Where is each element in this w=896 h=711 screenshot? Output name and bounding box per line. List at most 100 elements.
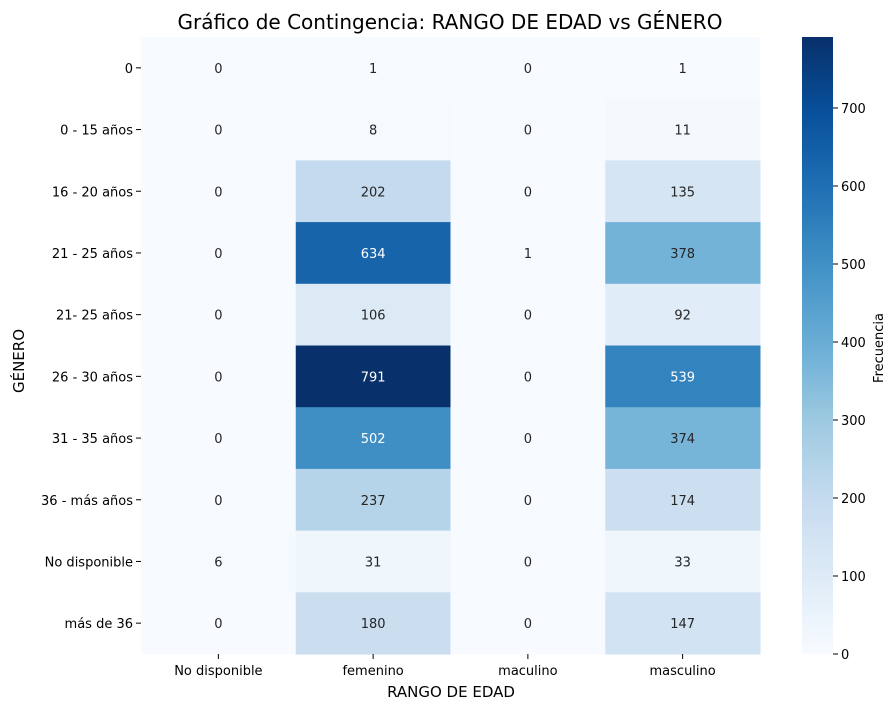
heatmap-cell bbox=[605, 160, 761, 223]
cell-value-label: 0 bbox=[524, 124, 532, 139]
x-tick-label: maculino bbox=[498, 664, 557, 679]
heatmap-cell bbox=[450, 407, 606, 470]
heatmap-cell bbox=[141, 530, 297, 593]
heatmap-cell bbox=[141, 468, 297, 532]
cell-value-label: 6 bbox=[214, 555, 222, 570]
y-tick-label: 0 bbox=[125, 62, 133, 77]
heatmap-cell bbox=[295, 468, 451, 532]
heatmap-cell bbox=[141, 407, 297, 470]
cell-value-label: 33 bbox=[674, 555, 691, 570]
cell-value-label: 1 bbox=[369, 62, 377, 77]
heatmap-cell bbox=[295, 37, 451, 100]
colorbar-tick-label: 400 bbox=[841, 336, 866, 351]
heatmap-cell bbox=[141, 345, 297, 408]
heatmap-cell bbox=[450, 37, 606, 100]
y-tick-label: No disponible bbox=[45, 555, 133, 570]
cell-value-label: 502 bbox=[361, 432, 386, 447]
heatmap-cell bbox=[450, 468, 606, 532]
colorbar-ticks: 0 100 200 300 400 500 600 700 bbox=[833, 102, 866, 663]
heatmap-cell bbox=[141, 592, 297, 655]
colorbar bbox=[802, 37, 833, 654]
cell-value-label: 31 bbox=[365, 555, 382, 570]
cell-value-label: 0 bbox=[524, 432, 532, 447]
heatmap-cell bbox=[605, 98, 761, 161]
heatmap-cell bbox=[295, 283, 451, 346]
cell-value-label: 0 bbox=[214, 62, 222, 77]
heatmap-cell bbox=[141, 283, 297, 346]
heatmap-cells: 0 1 0 1 0 8 0 11 0 202 0 135 0 634 1 378 0 106 0 92 0 791 0 539… bbox=[141, 37, 761, 655]
y-tick-label: más de 36 bbox=[65, 617, 133, 632]
chart-title: Gráfico de Contingencia: RANGO DE EDAD v… bbox=[178, 10, 723, 34]
cell-value-label: 1 bbox=[678, 62, 686, 77]
cell-value-label: 202 bbox=[361, 185, 386, 200]
cell-value-label: 0 bbox=[214, 247, 222, 262]
heatmap-cell bbox=[450, 160, 606, 223]
heatmap-cell bbox=[295, 222, 451, 285]
cell-value-label: 0 bbox=[214, 617, 222, 632]
heatmap-cell bbox=[450, 98, 606, 161]
cell-value-label: 0 bbox=[524, 555, 532, 570]
heatmap-cell bbox=[605, 37, 761, 100]
x-tick-label: No disponible bbox=[174, 664, 262, 679]
cell-value-label: 174 bbox=[670, 494, 695, 509]
cell-value-label: 106 bbox=[361, 309, 386, 324]
y-tick-label: 21 - 25 años bbox=[52, 247, 133, 262]
heatmap-cell bbox=[295, 345, 451, 408]
heatmap-cell bbox=[295, 530, 451, 593]
cell-value-label: 0 bbox=[524, 62, 532, 77]
cell-value-label: 791 bbox=[361, 370, 386, 385]
cell-value-label: 92 bbox=[674, 309, 691, 324]
cell-value-label: 1 bbox=[524, 247, 532, 262]
cell-value-label: 0 bbox=[214, 309, 222, 324]
y-tick-label: 26 - 30 años bbox=[52, 370, 133, 385]
y-axis-label: GÉNERO bbox=[9, 329, 28, 393]
heatmap-cell bbox=[295, 592, 451, 655]
cell-value-label: 0 bbox=[524, 185, 532, 200]
heatmap-cell bbox=[605, 222, 761, 285]
cell-value-label: 634 bbox=[361, 247, 386, 262]
cell-value-label: 147 bbox=[670, 617, 695, 632]
heatmap-cell bbox=[450, 283, 606, 346]
cell-value-label: 378 bbox=[670, 247, 695, 262]
cell-value-label: 11 bbox=[674, 124, 691, 139]
colorbar-label: Frecuencia bbox=[872, 313, 887, 383]
cell-value-label: 0 bbox=[524, 309, 532, 324]
heatmap-cell bbox=[295, 160, 451, 223]
heatmap-cell bbox=[450, 222, 606, 285]
heatmap-cell bbox=[605, 283, 761, 346]
cell-value-label: 0 bbox=[214, 370, 222, 385]
heatmap-cell bbox=[295, 407, 451, 470]
cell-value-label: 237 bbox=[361, 494, 386, 509]
cell-value-label: 374 bbox=[670, 432, 695, 447]
cell-value-label: 539 bbox=[670, 370, 695, 385]
cell-value-label: 8 bbox=[369, 124, 377, 139]
heatmap-cell bbox=[141, 222, 297, 285]
cell-value-label: 0 bbox=[524, 370, 532, 385]
cell-value-label: 0 bbox=[214, 494, 222, 509]
heatmap-cell bbox=[605, 468, 761, 532]
colorbar-tick-label: 600 bbox=[841, 180, 866, 195]
colorbar-tick-label: 700 bbox=[841, 102, 866, 117]
x-tick-label: femenino bbox=[342, 664, 403, 679]
colorbar-tick-label: 0 bbox=[841, 648, 849, 663]
y-tick-label: 0 - 15 años bbox=[60, 124, 133, 139]
heatmap-cell bbox=[450, 592, 606, 655]
colorbar-tick-label: 200 bbox=[841, 492, 866, 507]
cell-value-label: 0 bbox=[214, 185, 222, 200]
heatmap-cell bbox=[141, 160, 297, 223]
cell-value-label: 0 bbox=[524, 494, 532, 509]
colorbar-tick-label: 100 bbox=[841, 570, 866, 585]
colorbar-tick-label: 300 bbox=[841, 414, 866, 429]
y-tick-labels: 0 0 - 15 años 16 - 20 años 21 - 25 años 21- … bbox=[41, 62, 141, 632]
heatmap-cell bbox=[141, 37, 297, 100]
heatmap-cell bbox=[605, 407, 761, 470]
x-tick-labels: No disponible femenino maculino masculino bbox=[174, 654, 716, 679]
y-tick-label: 21- 25 años bbox=[56, 309, 133, 324]
cell-value-label: 0 bbox=[524, 617, 532, 632]
heatmap-cell bbox=[450, 530, 606, 593]
heatmap-cell bbox=[450, 345, 606, 408]
x-tick-label: masculino bbox=[650, 664, 716, 679]
heatmap-cell bbox=[605, 592, 761, 655]
cell-value-label: 180 bbox=[361, 617, 386, 632]
